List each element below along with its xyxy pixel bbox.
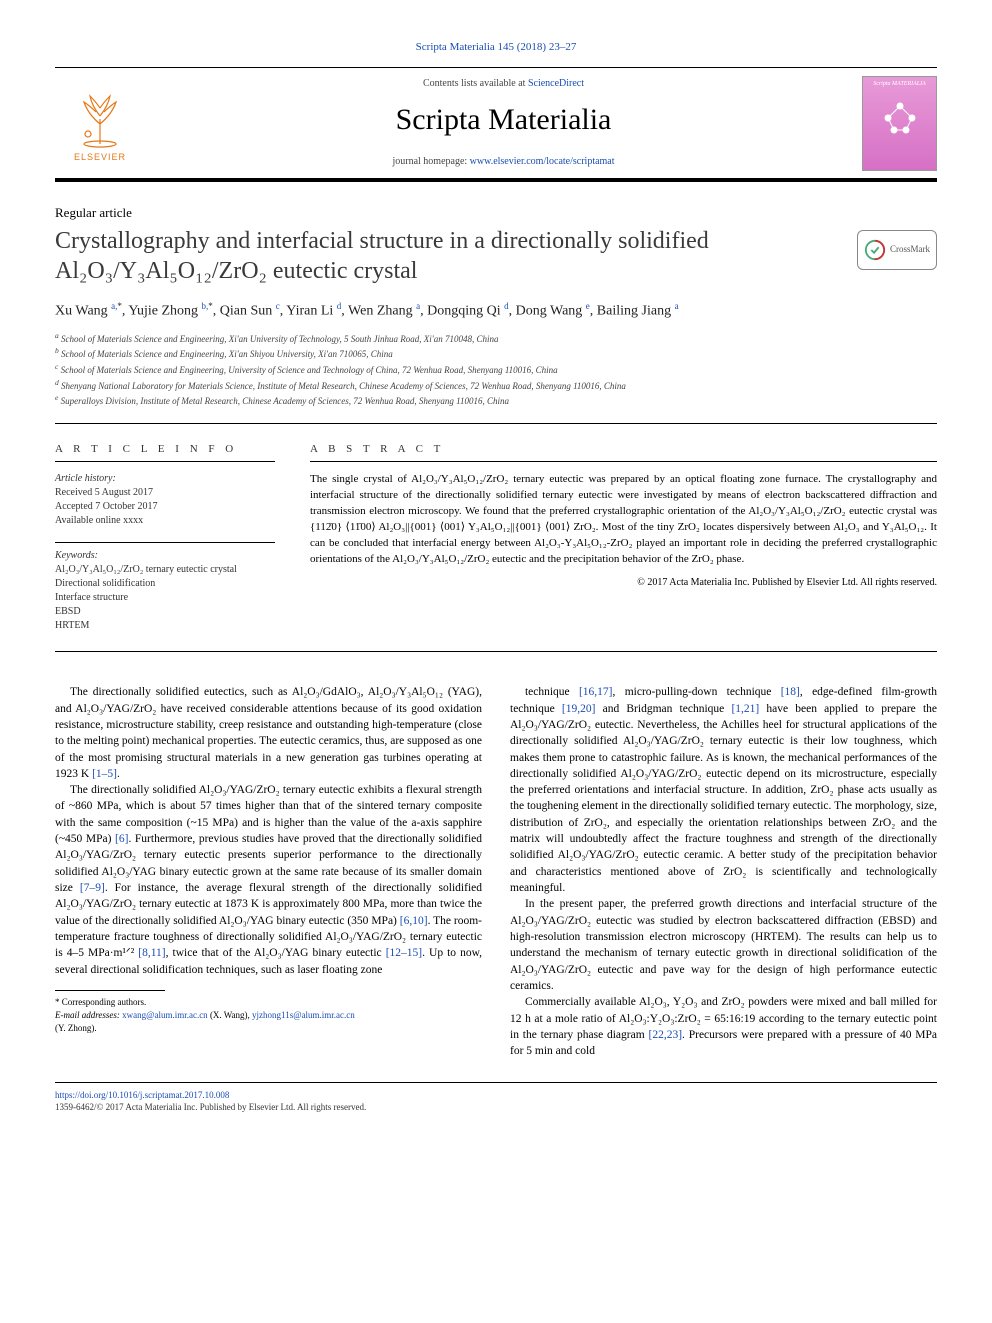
journal-reference: Scripta Materialia 145 (2018) 23–27 [55,40,937,55]
homepage-link[interactable]: www.elsevier.com/locate/scriptamat [470,156,615,167]
email2-name: (Y. Zhong). [55,1023,97,1033]
affiliation-item: d Shenyang National Laboratory for Mater… [55,378,937,393]
info-heading: A R T I C L E I N F O [55,442,275,462]
info-abstract-row: A R T I C L E I N F O Article history: R… [55,442,937,652]
ref-1-5[interactable]: [1–5] [92,768,117,780]
p3a: technique [525,686,579,698]
history-list: Received 5 August 2017Accepted 7 October… [55,486,275,528]
history-item: Available online xxxx [55,514,275,528]
ref-22-23[interactable]: [22,23] [648,1029,682,1041]
journal-cover-thumb: Scripta MATERIALIA [862,76,937,171]
p3d: and Bridgman technique [595,703,731,715]
p2e: , twice that of the Al₂O₃/YAG binary eut… [166,947,386,959]
header-center: Contents lists available at ScienceDirec… [145,77,862,169]
keyword-item: Al₂O₃/Y₃Al₅O₁₂/ZrO₂ ternary eutectic cry… [55,563,275,577]
ref-7-9[interactable]: [7–9] [80,882,105,894]
cover-title: Scripta MATERIALIA [873,80,926,88]
body-columns: The directionally solidified eutectics, … [55,684,937,1060]
abstract-text: The single crystal of Al₂O₃/Y₃Al₅O₁₂/ZrO… [310,472,937,568]
page-footer: https://doi.org/10.1016/j.scriptamat.201… [55,1082,937,1114]
affiliation-item: a School of Materials Science and Engine… [55,331,937,346]
abstract-copyright: © 2017 Acta Materialia Inc. Published by… [310,576,937,590]
crossmark-icon [864,239,886,261]
history-item: Accepted 7 October 2017 [55,500,275,514]
abstract-heading: A B S T R A C T [310,442,937,462]
keyword-item: EBSD [55,605,275,619]
issn-copyright: 1359-6462/© 2017 Acta Materialia Inc. Pu… [55,1101,937,1114]
email-1[interactable]: xwang@alum.imr.ac.cn [122,1010,208,1020]
p1-text: The directionally solidified eutectics, … [55,686,482,780]
article-title: Crystallography and interfacial structur… [55,226,842,286]
keywords-label: Keywords: [55,542,275,563]
affiliation-item: b School of Materials Science and Engine… [55,346,937,361]
email-2[interactable]: yjzhong11s@alum.imr.ac.cn [252,1010,355,1020]
ref-19-20[interactable]: [19,20] [562,703,596,715]
journal-ref-link[interactable]: Scripta Materialia 145 (2018) 23–27 [416,41,577,53]
footnote-separator [55,990,165,991]
footnotes: * Corresponding authors. E-mail addresse… [55,996,482,1034]
elsevier-tree-icon [70,84,130,149]
keyword-item: HRTEM [55,619,275,633]
p3b: , micro-pulling-down technique [613,686,781,698]
ref-6-10[interactable]: [6,10] [400,915,428,927]
article-info: A R T I C L E I N F O Article history: R… [55,442,275,633]
crossmark-label: CrossMark [890,243,930,256]
p3e: have been applied to prepare the Al₂O₃/Y… [510,703,937,895]
ref-1-21[interactable]: [1,21] [731,703,759,715]
homepage-line: journal homepage: www.elsevier.com/locat… [145,155,862,169]
body-p5: Commercially available Al₂O₃, Y₂O₃ and Z… [510,994,937,1059]
history-item: Received 5 August 2017 [55,486,275,500]
p1-end: . [117,768,120,780]
header-bar: ELSEVIER Contents lists available at Sci… [55,67,937,182]
cover-molecule-icon [880,98,920,138]
contents-line: Contents lists available at ScienceDirec… [145,77,862,91]
email1-name: (X. Wang), [208,1010,252,1020]
journal-name: Scripta Materialia [145,99,862,141]
ref-8-11[interactable]: [8,11] [138,947,165,959]
article-type: Regular article [55,204,937,222]
ref-12-15[interactable]: [12–15] [386,947,422,959]
elsevier-logo: ELSEVIER [55,73,145,173]
abstract: A B S T R A C T The single crystal of Al… [310,442,937,633]
affiliation-item: c School of Materials Science and Engine… [55,362,937,377]
corresponding-authors: * Corresponding authors. [55,996,482,1009]
keyword-item: Interface structure [55,591,275,605]
homepage-label: journal homepage: [392,156,469,167]
history-label: Article history: [55,472,275,486]
keywords-list: Al₂O₃/Y₃Al₅O₁₂/ZrO₂ ternary eutectic cry… [55,563,275,633]
ref-6[interactable]: [6] [115,833,128,845]
affiliations: a School of Materials Science and Engine… [55,331,937,424]
sciencedirect-link[interactable]: ScienceDirect [528,78,584,89]
affiliation-item: e Superalloys Division, Institute of Met… [55,393,937,408]
email-line: E-mail addresses: xwang@alum.imr.ac.cn (… [55,1009,482,1035]
contents-pre: Contents lists available at [423,78,528,89]
body-p1: The directionally solidified eutectics, … [55,684,482,782]
body-p3: technique [16,17], micro-pulling-down te… [510,684,937,896]
body-p4: In the present paper, the preferred grow… [510,896,937,994]
doi-link[interactable]: https://doi.org/10.1016/j.scriptamat.201… [55,1090,229,1100]
ref-18[interactable]: [18] [781,686,800,698]
elsevier-brand-text: ELSEVIER [74,151,126,164]
crossmark-badge[interactable]: CrossMark [857,230,937,270]
title-row: Crystallography and interfacial structur… [55,226,937,286]
keyword-item: Directional solidification [55,577,275,591]
authors-line: Xu Wang a,*, Yujie Zhong b,*, Qian Sun c… [55,300,937,321]
body-p2: The directionally solidified Al₂O₃/YAG/Z… [55,782,482,978]
ref-16-17[interactable]: [16,17] [579,686,613,698]
email-label: E-mail addresses: [55,1010,122,1020]
